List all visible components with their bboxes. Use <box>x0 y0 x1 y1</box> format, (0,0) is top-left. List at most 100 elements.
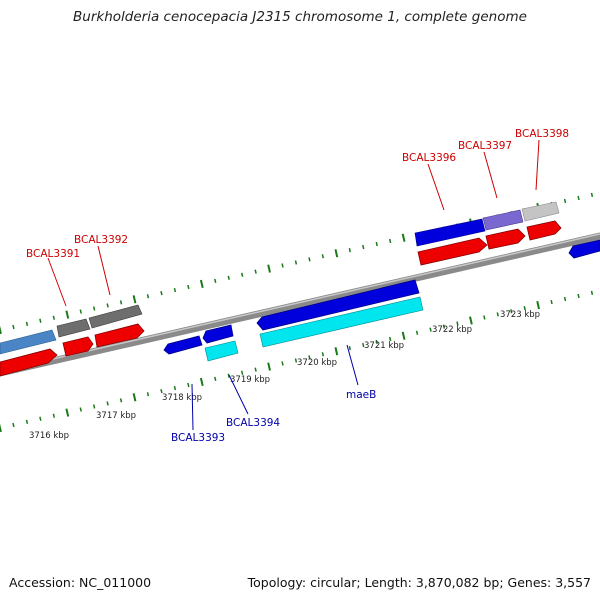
tick-mark <box>254 269 257 274</box>
tick-mark <box>52 315 56 320</box>
gene-arrow[interactable] <box>526 220 562 241</box>
gene-arrow[interactable] <box>202 324 234 344</box>
tick-mark <box>106 401 109 406</box>
label-leader-line <box>483 151 498 199</box>
genome-backbone <box>0 232 600 377</box>
tick-mark <box>321 352 325 357</box>
tick-mark <box>510 309 513 314</box>
gene-arrow[interactable] <box>94 323 145 348</box>
feature-block[interactable] <box>259 296 424 348</box>
tick-mark <box>65 408 70 417</box>
tick-mark <box>227 373 230 378</box>
tick-mark <box>119 300 123 305</box>
gene-arrow[interactable] <box>62 336 94 357</box>
tick-mark <box>240 370 244 375</box>
feature-block[interactable] <box>521 201 560 222</box>
gene-label[interactable]: BCAL3397 <box>458 140 512 152</box>
kbp-label: 3720 kbp <box>297 358 337 368</box>
gene-label[interactable]: BCAL3391 <box>26 248 80 260</box>
tick-mark <box>187 382 190 388</box>
tick-mark <box>348 248 351 253</box>
tick-mark <box>12 324 15 330</box>
tick-mark <box>240 272 244 277</box>
label-leader-line <box>346 344 359 386</box>
kbp-label: 3717 kbp <box>96 411 136 421</box>
gene-arrow[interactable] <box>163 335 203 355</box>
gene-arrow[interactable] <box>256 279 420 331</box>
tick-mark <box>146 294 150 299</box>
tick-mark <box>496 312 499 317</box>
tick-mark <box>362 244 365 250</box>
feature-block[interactable] <box>204 340 239 362</box>
gene-arrow[interactable] <box>417 237 488 266</box>
tick-mark <box>563 198 567 204</box>
feature-block[interactable] <box>88 304 143 329</box>
kbp-label: 3722 kbp <box>432 325 472 335</box>
tick-mark <box>442 324 446 329</box>
tick-mark <box>146 392 150 397</box>
tick-mark <box>25 419 29 424</box>
tick-mark <box>214 376 217 381</box>
tick-mark <box>334 249 339 258</box>
feature-block[interactable] <box>414 218 486 247</box>
feature-block[interactable] <box>56 318 91 338</box>
gene-arrow[interactable] <box>485 228 526 250</box>
gene-label[interactable]: BCAL3394 <box>226 417 280 429</box>
feature-block[interactable] <box>482 209 524 231</box>
tick-mark <box>0 423 2 433</box>
gene-label[interactable]: BCAL3392 <box>74 234 128 246</box>
tick-mark <box>362 342 365 348</box>
tick-mark <box>563 296 567 302</box>
tick-mark <box>429 327 432 332</box>
lower-tick-track <box>0 290 594 433</box>
genome-backbone-highlight <box>0 233 600 372</box>
forward-strand-track <box>163 239 600 355</box>
tick-mark <box>160 389 163 394</box>
tick-mark <box>308 355 311 360</box>
tick-mark <box>173 385 177 391</box>
label-leader-line <box>228 374 249 415</box>
gene-label[interactable]: BCAL3393 <box>171 432 225 444</box>
genome-summary-text: Topology: circular; Length: 3,870,082 bp… <box>247 575 591 590</box>
tick-mark <box>0 325 2 335</box>
tick-mark <box>254 367 257 372</box>
label-leader-line <box>47 257 67 307</box>
tick-mark <box>132 393 137 402</box>
tick-mark <box>375 241 378 247</box>
gene-arrow[interactable] <box>0 348 58 377</box>
tick-mark <box>92 404 96 409</box>
tick-mark <box>39 318 42 323</box>
tick-mark <box>199 377 204 387</box>
tick-mark <box>536 300 540 310</box>
feature-block[interactable] <box>0 329 57 355</box>
tick-mark <box>25 321 29 326</box>
gene-arrow[interactable] <box>568 239 600 259</box>
upper-feature-track <box>0 201 560 355</box>
tick-mark <box>267 362 271 371</box>
tick-mark <box>65 310 70 319</box>
tick-mark <box>281 263 284 268</box>
tick-mark <box>132 295 137 304</box>
label-leaders <box>47 139 540 431</box>
label-leader-line <box>97 245 111 296</box>
kbp-label: 3716 kbp <box>29 431 69 441</box>
tick-mark <box>281 361 284 366</box>
gene-label[interactable]: BCAL3396 <box>402 152 456 164</box>
tick-mark <box>227 275 230 280</box>
gene-label[interactable]: BCAL3398 <box>515 128 569 140</box>
tick-mark <box>550 299 553 305</box>
accession-text: Accession: NC_011000 <box>9 575 152 590</box>
tick-mark <box>119 398 123 403</box>
tick-mark <box>375 339 378 345</box>
tick-mark <box>590 290 594 295</box>
tick-mark <box>160 291 163 296</box>
gene-label[interactable]: maeB <box>346 389 376 401</box>
tick-mark <box>415 330 419 335</box>
tick-mark <box>590 192 594 197</box>
tick-mark <box>334 347 339 356</box>
tick-mark <box>456 321 459 326</box>
tick-mark <box>214 278 217 283</box>
tick-mark <box>267 264 271 273</box>
label-leader-line <box>191 383 194 431</box>
